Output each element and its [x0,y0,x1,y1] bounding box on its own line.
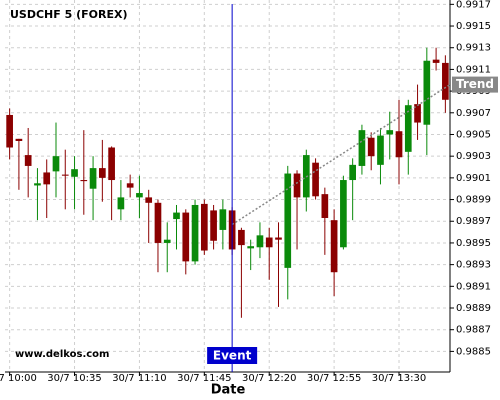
x-tick-label: 30/7 10:00 [0,373,37,384]
x-axis-label: Date [211,383,246,398]
candle-body [386,130,394,135]
candle-body [404,105,412,152]
y-tick-label: 0.9895 [456,238,491,249]
candle-body [15,138,23,141]
chart-title: USDCHF 5 (FOREX) [10,8,127,21]
y-tick-label: 0.9889 [456,303,491,314]
candle-body [293,173,301,198]
x-tick-label: 30/7 11:10 [112,373,166,384]
candle-body [200,203,208,251]
candle-body [24,155,32,166]
y-tick-label: 0.9885 [456,346,491,357]
candle-body [321,194,329,218]
candle-body [423,60,431,125]
candle-body [80,180,88,182]
y-tick-label: 0.9891 [456,281,491,292]
candle-body [349,164,356,181]
candle-body [6,114,13,148]
candle-body [182,212,190,262]
y-tick-label: 0.9913 [456,43,491,54]
y-tick-label: 0.9903 [456,151,491,162]
candle-body [340,180,347,248]
y-tick-label: 0.9907 [456,108,491,119]
candle-body [99,168,106,178]
candle-body [395,131,403,158]
candle-body [312,162,319,197]
candle-body [367,137,375,157]
candle-body [275,237,282,240]
candle-body [89,168,97,189]
y-tick-label: 0.9917 [456,0,491,10]
candle-body [61,174,69,176]
trend-label-box [452,76,498,93]
x-tick-label: 30/7 11:45 [177,373,231,384]
y-tick-label: 0.9897 [456,216,491,227]
candle-body [238,229,245,246]
candle-body [284,173,292,268]
y-tick-label: 0.9887 [456,325,491,336]
candle-body [52,156,60,172]
x-tick-label: 30/7 12:55 [307,373,361,384]
y-tick-label: 0.9911 [456,64,491,75]
candle-body [358,130,366,166]
y-tick-label: 0.9905 [456,129,491,140]
candle-body [377,135,384,165]
candle-body [414,104,421,123]
y-tick-label: 0.9899 [456,195,491,206]
event-label-box [207,347,258,364]
candle-body [136,193,143,198]
candle-body [71,169,78,177]
source-label: www.delkos.com [15,349,109,360]
candle-body [265,237,273,248]
candle-body [154,202,162,243]
candle-body [173,212,180,220]
candle-body [108,147,115,181]
x-tick-label: 30/7 12:20 [242,373,296,384]
y-tick-label: 0.9893 [456,260,491,271]
x-tick-label: 30/7 10:35 [47,373,101,384]
candle-body [117,197,125,210]
candle-body [126,183,134,188]
candle-body [247,246,255,249]
candle-body [219,209,227,230]
candle-body [330,220,338,273]
trend-label: Trend [456,77,494,91]
candle-body [432,59,440,63]
candle-body [163,239,171,243]
candle-body [191,204,199,262]
y-tick-label: 0.9901 [456,173,491,184]
candles [6,47,449,318]
trend-line [231,83,451,226]
candle-body [210,210,217,241]
candle-body [43,172,51,185]
overlay: Trend Event [207,4,498,372]
candle-body [34,183,41,186]
y-tick-label: 0.9915 [456,21,491,32]
candle-body [145,197,153,203]
x-tick-label: 30/7 13:30 [372,373,426,384]
candle-body [256,235,264,248]
event-label: Event [213,349,252,363]
candle-body [442,62,449,100]
